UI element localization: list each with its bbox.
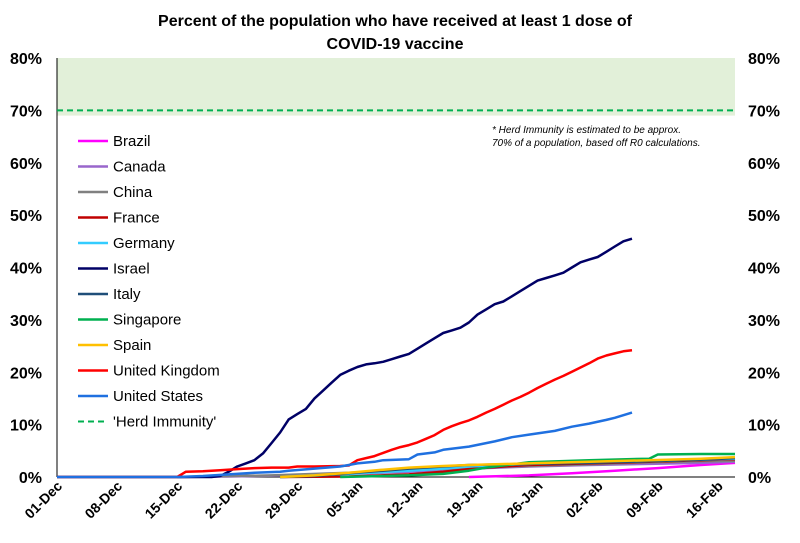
x-tick-label: 12-Jan	[383, 478, 426, 521]
chart-title-line2: COVID-19 vaccine	[327, 36, 464, 53]
legend-label-france: France	[113, 210, 160, 227]
legend-label-israel: Israel	[113, 261, 150, 278]
y-tick-right: 10%	[748, 418, 780, 435]
y-tick-left: 70%	[10, 103, 42, 120]
series-line-israel	[57, 237, 633, 479]
y-tick-right: 50%	[748, 208, 780, 225]
x-tick-label: 16-Feb	[683, 478, 726, 521]
x-tick-label: 05-Jan	[323, 478, 366, 521]
y-tick-right: 20%	[748, 365, 780, 382]
x-tick-label: 09-Feb	[623, 478, 666, 521]
y-tick-left: 10%	[10, 418, 42, 435]
legend-label-china: China	[113, 184, 153, 201]
legend-label-canada: Canada	[113, 159, 166, 176]
y-tick-left: 40%	[10, 261, 42, 278]
chart-title-line1: Percent of the population who have recei…	[158, 13, 633, 30]
legend-label-spain: Spain	[113, 337, 151, 354]
y-tick-right: 40%	[748, 261, 780, 278]
y-tick-right: 80%	[748, 51, 780, 68]
y-tick-right: 60%	[748, 156, 780, 173]
legend-label-united-kingdom: United Kingdom	[113, 363, 220, 380]
x-tick-label: 15-Dec	[141, 478, 185, 522]
x-tick-label: 26-Jan	[503, 478, 546, 521]
x-tick-label: 08-Dec	[81, 478, 125, 522]
y-tick-left: 80%	[10, 51, 42, 68]
series-line-united-kingdom	[57, 349, 633, 479]
legend-label-germany: Germany	[113, 235, 175, 252]
herd-immunity-note-line1: * Herd Immunity is estimated to be appro…	[492, 125, 681, 136]
y-tick-left: 60%	[10, 156, 42, 173]
x-tick-label: 22-Dec	[202, 478, 246, 522]
herd-immunity-note-line2: 70% of a population, based off R0 calcul…	[492, 138, 700, 149]
y-tick-right: 30%	[748, 313, 780, 330]
y-tick-right: 0%	[748, 470, 771, 487]
herd-immunity-band	[57, 58, 735, 116]
y-tick-left: 0%	[19, 470, 42, 487]
y-tick-left: 30%	[10, 313, 42, 330]
legend-label-singapore: Singapore	[113, 312, 181, 329]
legend-label-brazil: Brazil	[113, 133, 151, 150]
y-tick-left: 50%	[10, 208, 42, 225]
series-line-united-states	[57, 411, 633, 479]
x-tick-label: 29-Dec	[262, 478, 306, 522]
legend-label-italy: Italy	[113, 286, 141, 303]
y-tick-left: 20%	[10, 365, 42, 382]
x-tick-label: 02-Feb	[563, 478, 606, 521]
legend-label-herd-immunity: 'Herd Immunity'	[113, 414, 216, 431]
legend-label-united-states: United States	[113, 388, 203, 405]
series-line-brazil	[468, 461, 736, 479]
series-line-spain	[280, 455, 736, 479]
x-tick-label: 19-Jan	[443, 478, 486, 521]
y-tick-right: 70%	[748, 103, 780, 120]
